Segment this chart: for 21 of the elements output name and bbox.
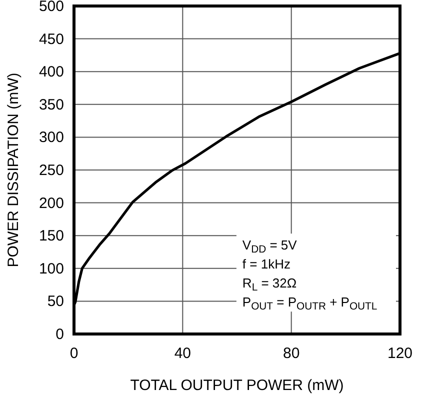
x-axis-title: TOTAL OUTPUT POWER (mW): [130, 377, 344, 394]
annotation: P$_{OUT}$ = P$_{OUTR}$ + P$_{OUTL}$: [242, 294, 378, 312]
y-tick-label: 100: [38, 260, 64, 278]
y-tick-label: 250: [38, 162, 64, 179]
y-tick-label: 200: [38, 194, 64, 212]
y-tick-label: 300: [38, 129, 64, 146]
x-tick-label: 80: [282, 345, 300, 362]
y-tick-label: 400: [38, 64, 64, 81]
y-tick-label: 500: [38, 0, 64, 15]
y-tick-label: 0: [56, 326, 64, 343]
annotation: V$_{DD}$ = 5V: [242, 238, 298, 256]
y-tick-label: 350: [38, 96, 64, 114]
annotation: f = 1kHz: [242, 256, 290, 272]
y-tick-label: 150: [38, 228, 64, 245]
y-axis-title: POWER DISSIPATION (mW): [5, 72, 22, 268]
x-tick-label: 40: [174, 345, 192, 362]
y-tick-label: 450: [38, 30, 64, 48]
y-tick-label: 50: [47, 293, 64, 310]
x-tick-label: 120: [387, 345, 413, 362]
annotation: R$_{L}$ = 32Ω: [242, 276, 297, 294]
x-tick-label: 0: [70, 345, 78, 362]
